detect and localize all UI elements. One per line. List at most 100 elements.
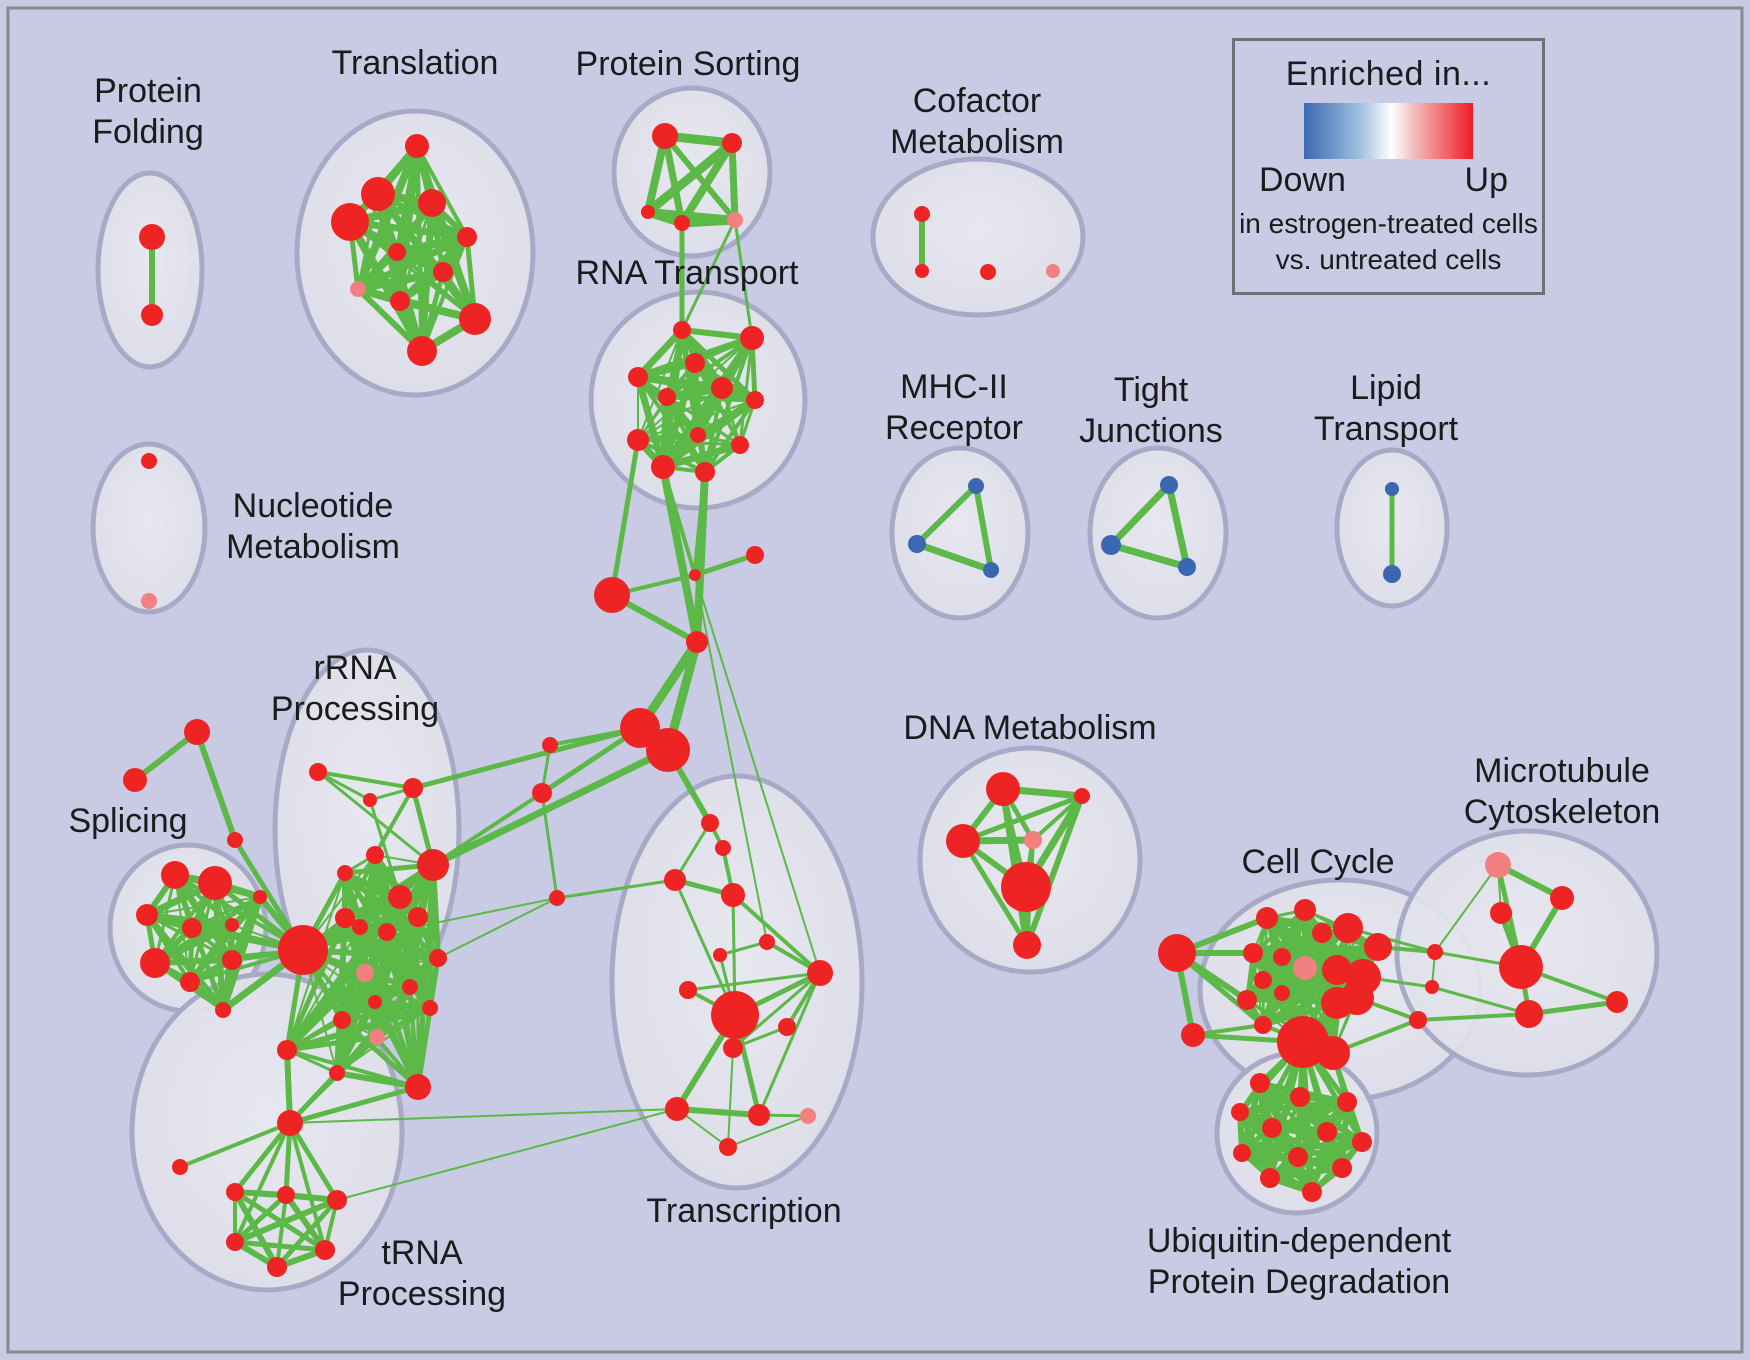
node-tn3[interactable] (277, 1186, 295, 1204)
node-ps4[interactable] (674, 215, 690, 231)
node-ps3[interactable] (641, 205, 655, 219)
node-cn1[interactable] (746, 546, 764, 564)
node-rr13[interactable] (356, 964, 374, 982)
node-rr6[interactable] (388, 885, 412, 909)
node-tn5[interactable] (226, 1233, 244, 1251)
node-tr3[interactable] (418, 189, 446, 217)
node-cn6[interactable] (532, 783, 552, 803)
node-cn3[interactable] (594, 577, 630, 613)
node-cc13[interactable] (1254, 971, 1272, 989)
node-cc2[interactable] (1181, 1023, 1205, 1047)
node-ub8[interactable] (1233, 1144, 1251, 1162)
node-tx4[interactable] (679, 981, 697, 999)
node-rr20[interactable] (329, 1065, 345, 1081)
node-tn6[interactable] (267, 1257, 287, 1277)
node-tx8[interactable] (665, 1097, 689, 1121)
node-cc9[interactable] (1273, 948, 1291, 966)
node-sp1[interactable] (161, 861, 189, 889)
node-ub3[interactable] (1337, 1092, 1357, 1112)
node-mt6[interactable] (1606, 991, 1628, 1013)
node-ub5[interactable] (1262, 1118, 1282, 1138)
node-rt6[interactable] (711, 377, 733, 399)
node-tx1[interactable] (759, 934, 775, 950)
node-pf1[interactable] (139, 224, 165, 250)
node-cc3[interactable] (1256, 907, 1278, 929)
node-rr12[interactable] (429, 949, 447, 967)
node-cc1[interactable] (1158, 934, 1196, 972)
node-rr1[interactable] (309, 763, 327, 781)
node-mt2[interactable] (1550, 886, 1574, 910)
node-mt8[interactable] (1425, 980, 1439, 994)
node-tr6[interactable] (457, 227, 477, 247)
node-rt11[interactable] (651, 455, 675, 479)
node-rr15[interactable] (368, 995, 382, 1009)
node-cn5[interactable] (542, 737, 558, 753)
node-tr5[interactable] (388, 243, 406, 261)
node-tx6[interactable] (778, 1018, 796, 1036)
node-mt7[interactable] (1427, 944, 1443, 960)
node-dn6[interactable] (1013, 931, 1041, 959)
node-tx9[interactable] (748, 1104, 770, 1126)
node-pf2[interactable] (141, 304, 163, 326)
node-rt8[interactable] (627, 429, 649, 451)
node-st1[interactable] (184, 719, 210, 745)
node-rt3[interactable] (685, 353, 705, 373)
node-rr3[interactable] (363, 793, 377, 807)
node-ub1[interactable] (1250, 1073, 1270, 1093)
node-cf3[interactable] (980, 264, 996, 280)
node-ps2[interactable] (722, 133, 742, 153)
node-sp2[interactable] (198, 866, 232, 900)
node-tr8[interactable] (350, 281, 366, 297)
node-st2[interactable] (123, 768, 147, 792)
node-ub10[interactable] (1332, 1158, 1352, 1178)
node-rt2[interactable] (740, 326, 764, 350)
node-rt1[interactable] (673, 321, 691, 339)
node-rt4[interactable] (628, 367, 648, 387)
node-tc2[interactable] (715, 840, 731, 856)
node-tc4[interactable] (721, 883, 745, 907)
node-cn7[interactable] (549, 890, 565, 906)
node-tj1[interactable] (1160, 476, 1178, 494)
node-tx2[interactable] (713, 948, 727, 962)
node-ub11[interactable] (1260, 1168, 1280, 1188)
node-ub9[interactable] (1288, 1147, 1308, 1167)
node-rr16[interactable] (422, 1000, 438, 1016)
node-mt5[interactable] (1515, 1000, 1543, 1028)
node-bh[interactable] (278, 925, 328, 975)
node-dn1[interactable] (986, 772, 1020, 806)
node-ps1[interactable] (652, 123, 678, 149)
node-cc15[interactable] (1237, 990, 1257, 1010)
node-rr7[interactable] (417, 849, 449, 881)
node-tn7[interactable] (315, 1240, 335, 1260)
node-rt5[interactable] (658, 388, 676, 406)
node-cc10[interactable] (1293, 956, 1317, 980)
node-tn2[interactable] (226, 1183, 244, 1201)
node-cc7[interactable] (1364, 933, 1392, 961)
node-rr17[interactable] (333, 1011, 351, 1029)
node-cc17[interactable] (1340, 981, 1374, 1015)
node-rr5[interactable] (366, 846, 384, 864)
node-ub7[interactable] (1352, 1132, 1372, 1152)
node-ub2[interactable] (1290, 1087, 1310, 1107)
node-cn2[interactable] (689, 569, 701, 581)
node-cc8[interactable] (1243, 943, 1263, 963)
node-sp3[interactable] (136, 904, 158, 926)
node-cf2[interactable] (915, 264, 929, 278)
node-tn1[interactable] (172, 1159, 188, 1175)
node-sp6[interactable] (140, 948, 170, 978)
node-sp4[interactable] (182, 918, 202, 938)
node-mh1[interactable] (968, 478, 984, 494)
node-rr19[interactable] (277, 1040, 297, 1060)
node-mt4[interactable] (1499, 945, 1543, 989)
node-cc19[interactable] (1277, 1016, 1329, 1068)
node-hub2[interactable] (646, 728, 690, 772)
node-tj2[interactable] (1101, 535, 1121, 555)
node-sp8[interactable] (222, 950, 242, 970)
node-tx3[interactable] (807, 960, 833, 986)
node-sp5[interactable] (225, 918, 239, 932)
node-ub12[interactable] (1302, 1182, 1322, 1202)
node-tr2[interactable] (361, 177, 395, 211)
node-rr4[interactable] (337, 865, 353, 881)
node-tr10[interactable] (459, 303, 491, 335)
node-rr21[interactable] (405, 1074, 431, 1100)
